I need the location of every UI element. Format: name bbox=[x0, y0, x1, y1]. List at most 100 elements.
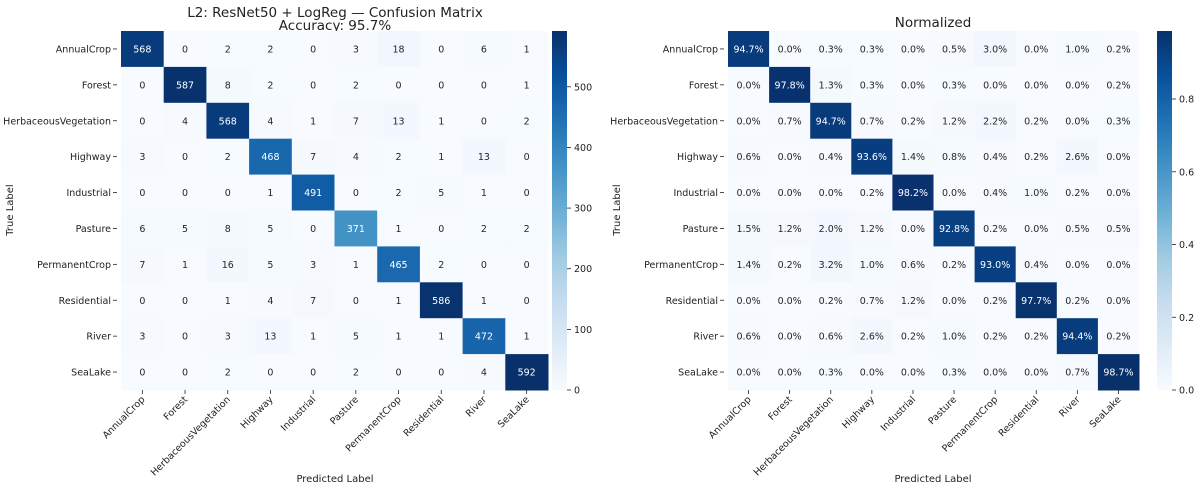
cell-value-label: 4 bbox=[182, 116, 188, 127]
cell-value-label: 2 bbox=[353, 368, 359, 379]
heatmap-cell bbox=[933, 282, 976, 319]
cell-value-label: 97.7% bbox=[1021, 296, 1051, 307]
cell-value-label: 94.7% bbox=[733, 44, 763, 55]
heatmap-cell bbox=[505, 318, 549, 355]
cell-value-label: 3 bbox=[310, 260, 316, 271]
cell-value-label: 1 bbox=[310, 332, 316, 343]
cell-value-label: 0 bbox=[481, 80, 487, 91]
cell-value-label: 16 bbox=[222, 260, 234, 271]
heatmap-cell bbox=[769, 66, 811, 104]
heatmap-cell bbox=[249, 174, 293, 211]
heatmap-cell bbox=[249, 66, 293, 104]
heatmap-cell bbox=[249, 138, 293, 176]
heatmap-cell bbox=[769, 282, 811, 319]
x-tick-label: River bbox=[464, 394, 489, 419]
cell-value-label: 0.7% bbox=[1065, 368, 1089, 379]
heatmap-cell bbox=[1056, 102, 1099, 140]
heatmap-cell bbox=[462, 210, 506, 247]
x-tick-label: Industrial bbox=[879, 394, 918, 433]
heatmap-cell bbox=[377, 354, 421, 391]
cell-value-label: 2.6% bbox=[860, 332, 884, 343]
cell-value-label: 0.5% bbox=[1065, 224, 1089, 235]
heatmap-cell bbox=[377, 282, 421, 319]
heatmap-cell bbox=[1056, 31, 1099, 68]
heatmap-cell bbox=[851, 354, 893, 391]
cell-value-label: 0.2% bbox=[983, 224, 1007, 235]
cell-value-label: 2.6% bbox=[1065, 152, 1089, 163]
heatmap-cell bbox=[291, 66, 335, 104]
heatmap-cell bbox=[163, 318, 207, 355]
cell-value-label: 0 bbox=[139, 368, 145, 379]
heatmap-cell bbox=[1097, 138, 1140, 176]
heatmap-cell bbox=[121, 354, 165, 391]
heatmap-cell bbox=[249, 102, 293, 140]
colorbar-tick-label: 0.8 bbox=[1179, 95, 1194, 106]
heatmap-cell bbox=[206, 66, 250, 104]
heatmap-cell bbox=[1015, 66, 1058, 104]
cell-value-label: 0.0% bbox=[942, 188, 966, 199]
heatmap-cell bbox=[206, 31, 250, 68]
heatmap-cell bbox=[462, 174, 506, 211]
cell-value-label: 0.7% bbox=[778, 116, 802, 127]
cell-value-label: 0.2% bbox=[1106, 44, 1130, 55]
heatmap-cell bbox=[1097, 282, 1140, 319]
heatmap-cell bbox=[163, 210, 207, 247]
heatmap-counts: 568 0 2 2 0 3 18 0 6 10 587 8 2 0 2 0 0 0 10 4 568 4 1 7 13 1 0 23 0… bbox=[3, 31, 592, 478]
cell-value-label: 0 bbox=[310, 368, 316, 379]
heatmap-cell bbox=[851, 318, 893, 355]
x-tick-label: AnnualCrop bbox=[707, 394, 754, 441]
cell-value-label: 2 bbox=[225, 44, 231, 55]
cell-value-label: 7 bbox=[353, 116, 359, 127]
heatmap-cell bbox=[1056, 210, 1099, 247]
cell-value-label: 1.2% bbox=[860, 224, 884, 235]
cell-value-label: 0.0% bbox=[901, 44, 925, 55]
heatmap-cell bbox=[1097, 210, 1140, 247]
cell-value-label: 2 bbox=[396, 152, 402, 163]
heatmap-cell bbox=[974, 318, 1017, 355]
cell-value-label: 0.0% bbox=[1106, 260, 1130, 271]
y-tick-label: Residential bbox=[59, 296, 111, 307]
cell-value-label: 0.3% bbox=[819, 44, 843, 55]
heatmap-cell bbox=[810, 318, 852, 355]
y-tick-label: Pasture bbox=[683, 224, 719, 235]
cell-value-label: 0.0% bbox=[1106, 296, 1130, 307]
cell-value-label: 1.5% bbox=[736, 224, 760, 235]
heatmap-cell bbox=[334, 282, 378, 319]
y-axis-label-right: True Label bbox=[612, 184, 623, 236]
cell-value-label: 0.0% bbox=[860, 368, 884, 379]
heatmap-cell bbox=[334, 31, 378, 68]
cell-value-label: 1 bbox=[396, 332, 402, 343]
x-tick-label: Pasture bbox=[328, 394, 361, 427]
heatmap-cell bbox=[769, 102, 811, 140]
cell-value-label: 2 bbox=[225, 152, 231, 163]
heatmap-cell bbox=[974, 66, 1017, 104]
heatmap-cell bbox=[291, 318, 335, 355]
heatmap-cell bbox=[419, 174, 464, 211]
heatmap-cell bbox=[163, 174, 207, 211]
heatmap-cell bbox=[249, 210, 293, 247]
cell-value-label: 93.6% bbox=[857, 152, 887, 163]
heatmap-cell bbox=[121, 318, 165, 355]
cell-value-label: 3 bbox=[225, 332, 231, 343]
heatmap-cell bbox=[419, 102, 464, 140]
cell-value-label: 5 bbox=[438, 188, 444, 199]
heatmap-cell bbox=[892, 102, 934, 140]
heatmap-cell bbox=[377, 102, 421, 140]
cell-value-label: 3 bbox=[139, 332, 145, 343]
heatmap-cell bbox=[933, 102, 976, 140]
cell-value-label: 4 bbox=[267, 296, 273, 307]
heatmap-cell bbox=[377, 318, 421, 355]
cell-value-label: 1 bbox=[481, 296, 487, 307]
heatmap-cell bbox=[419, 66, 464, 104]
cell-value-label: 2 bbox=[438, 260, 444, 271]
cell-value-label: 0.6% bbox=[901, 260, 925, 271]
cell-value-label: 1 bbox=[438, 332, 444, 343]
y-tick-label: SeaLake bbox=[71, 368, 111, 379]
cell-value-label: 0.0% bbox=[736, 296, 760, 307]
heatmap-cell bbox=[291, 102, 335, 140]
cell-value-label: 1.2% bbox=[778, 224, 802, 235]
heatmap-cell bbox=[419, 318, 464, 355]
heatmap-cell bbox=[1015, 102, 1058, 140]
heatmap-cell bbox=[851, 102, 893, 140]
cell-value-label: 0.2% bbox=[1024, 152, 1048, 163]
